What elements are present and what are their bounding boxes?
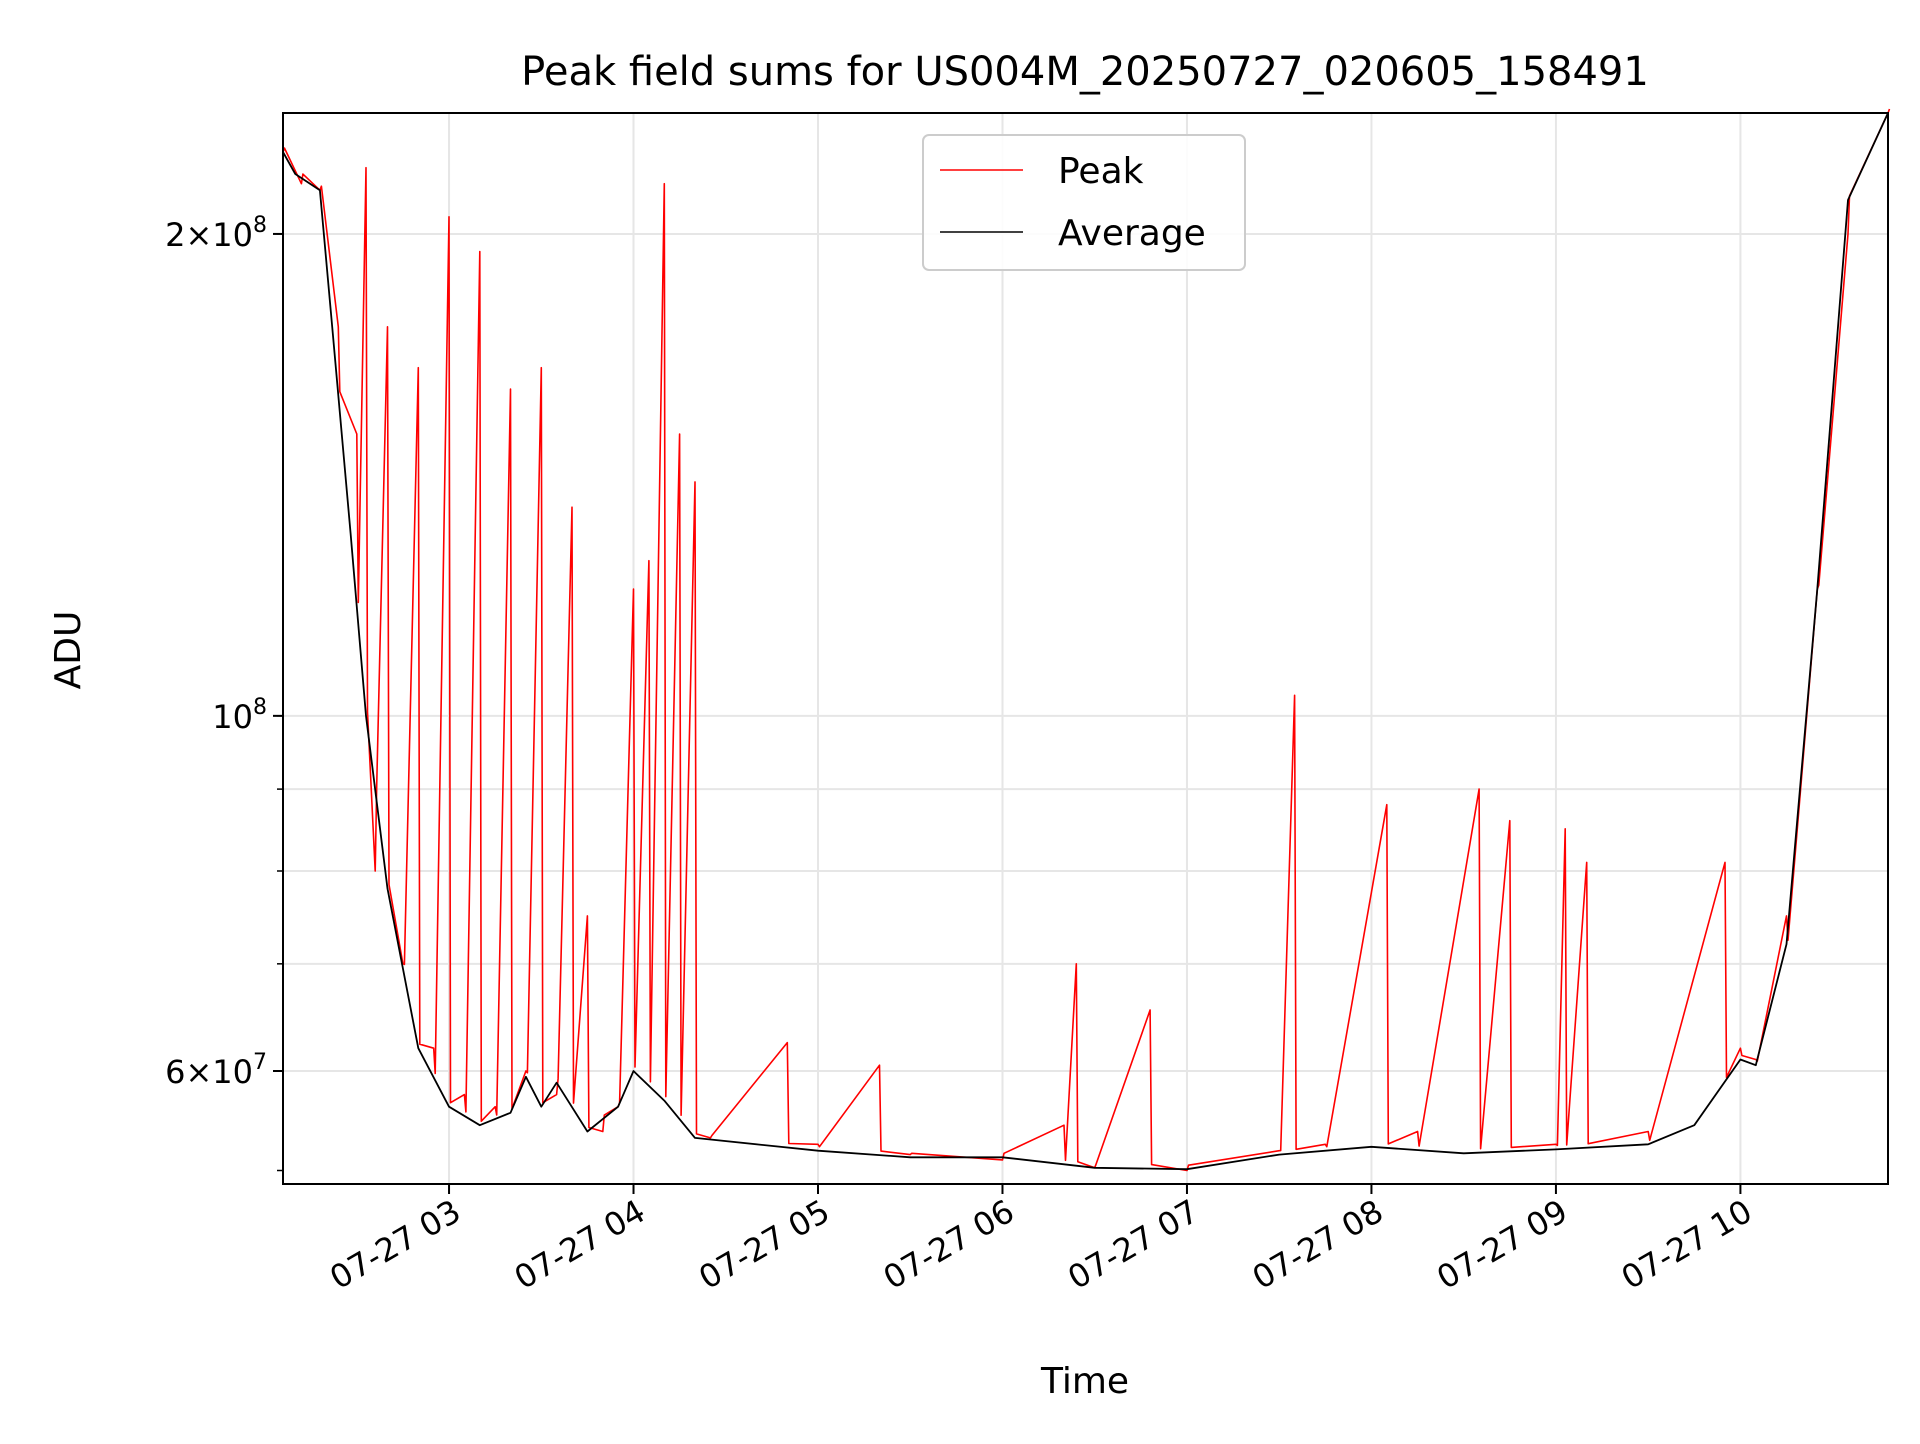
y-axis: 6×107 108 2×108 (165, 213, 283, 1172)
chart-title: Peak field sums for US004M_20250727_0206… (521, 49, 1649, 95)
y-tick-label: 6×107 (165, 1050, 267, 1091)
y-tick-label: 108 (212, 695, 267, 736)
y-axis-label: ADU (48, 611, 89, 690)
series-layer (282, 108, 1891, 1172)
legend-box (922, 134, 1246, 271)
series-line-peak (282, 108, 1891, 1172)
series-line-average (282, 112, 1889, 1171)
y-tick-label: 2×108 (165, 213, 267, 254)
x-axis-label: Time (1040, 1361, 1129, 1402)
legend-label-peak: Peak (1058, 151, 1144, 192)
legend: Peak Average (922, 134, 1246, 271)
plot-frame (282, 112, 1889, 1185)
legend-label-average: Average (1058, 213, 1206, 254)
